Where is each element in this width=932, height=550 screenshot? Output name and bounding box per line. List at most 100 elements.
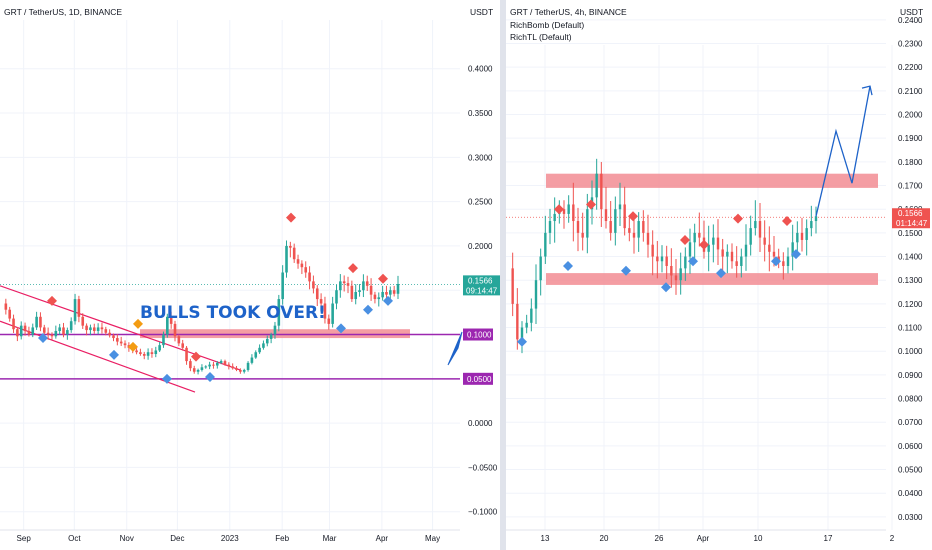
candle-body	[73, 299, 77, 322]
4h-chart-title: GRT / TetherUS, 4h, BINANCE	[510, 7, 627, 17]
y-tick-label: 0.2000	[898, 111, 923, 120]
candle-body	[339, 281, 342, 291]
candle-body	[277, 299, 281, 326]
buy-signal-diamond	[661, 282, 671, 293]
candle-body	[684, 256, 687, 269]
y-tick-label: 0.1000	[898, 347, 923, 356]
candle-body	[772, 251, 776, 257]
candle-body	[262, 343, 265, 348]
candle-body	[609, 221, 612, 233]
x-tick-label: 26	[655, 534, 664, 543]
x-tick-label: 13	[541, 534, 550, 543]
x-tick-label: Apr	[376, 534, 389, 543]
candle-body	[192, 368, 196, 372]
candle-body	[392, 290, 396, 294]
buy-signal-diamond	[162, 373, 172, 384]
candle-body	[292, 247, 296, 260]
x-tick-label: 2	[890, 534, 895, 543]
x-tick-label: Dec	[170, 534, 184, 543]
daily-chart-panel[interactable]: GRT / TetherUS, 1D, BINANCE USDT −0.1000…	[0, 0, 500, 550]
candle-body	[651, 244, 654, 257]
candle-body	[150, 352, 154, 355]
sell-signal-diamond	[733, 213, 743, 224]
candle-body	[679, 268, 682, 281]
candle-body	[600, 173, 603, 210]
candle-body	[312, 281, 315, 289]
bulls-took-over-annotation: BULLS TOOK OVER!	[140, 303, 326, 323]
candle-body	[544, 232, 547, 257]
candle-body	[8, 309, 11, 319]
y-tick-label: 0.0300	[898, 513, 923, 522]
candle-body	[362, 281, 365, 291]
candle-body	[258, 347, 261, 353]
candle-body	[707, 244, 710, 252]
x-tick-label: Nov	[120, 534, 134, 543]
candle-body	[712, 237, 715, 245]
y-tick-label: 0.0800	[898, 395, 923, 404]
candle-body	[12, 318, 15, 330]
candle-body	[381, 291, 384, 298]
candle-body	[239, 369, 242, 372]
sell-signal-diamond	[378, 273, 388, 284]
level-tag	[463, 328, 493, 341]
4h-candlestick-chart[interactable]: 0.0300 0.0400 0.0500 0.0600 0.0700 0.0800 0.09…	[506, 0, 932, 550]
candle-body	[688, 242, 692, 257]
candle-body	[763, 237, 766, 245]
candle-body	[89, 327, 92, 331]
candle-body	[254, 352, 258, 358]
4h-chart-panel[interactable]: GRT / TetherUS, 4h, BINANCE RichBomb (De…	[506, 0, 932, 550]
candle-body	[185, 347, 188, 362]
candle-body	[796, 232, 799, 243]
candle-body	[358, 290, 361, 292]
candle-body	[754, 221, 757, 229]
candle-body	[548, 221, 552, 233]
candle-body	[296, 259, 300, 264]
candle-body	[373, 294, 377, 300]
resistance-zone	[546, 173, 878, 188]
candle-body	[782, 261, 785, 266]
candle-body	[42, 327, 46, 333]
candle-body	[23, 325, 27, 331]
candle-body	[805, 228, 808, 240]
candle-body	[735, 261, 738, 266]
annotation-arrow	[447, 331, 463, 366]
candle-body	[323, 303, 327, 319]
x-tick-label: 10	[754, 534, 763, 543]
current-price-tag	[463, 275, 500, 296]
y-tick-label: 0.1200	[898, 300, 923, 309]
daily-candlestick-chart[interactable]: −0.1000−0.05000.00000.05000.10000.15000.…	[0, 0, 500, 550]
price-countdown: 01:14:47	[896, 219, 928, 228]
candle-body	[623, 204, 626, 229]
y-tick-label: 0.3500	[468, 109, 493, 118]
projection-path	[815, 85, 871, 217]
y-tick-label: 0.1700	[898, 182, 923, 191]
candle-body	[520, 327, 524, 340]
x-tick-label: Oct	[68, 534, 81, 543]
candle-body	[208, 364, 211, 367]
candle-body	[614, 209, 617, 233]
candle-body	[632, 232, 636, 238]
sell-signal-diamond	[554, 204, 564, 215]
y-tick-label: 0.1500	[898, 229, 923, 238]
candle-body	[698, 232, 701, 238]
candle-body	[189, 361, 192, 369]
4h-currency-label: USDT	[900, 7, 924, 17]
candle-body	[16, 329, 19, 337]
indicator-richtl[interactable]: RichTL (Default)	[510, 32, 572, 42]
x-tick-label: 2023	[221, 534, 239, 543]
candle-body	[350, 285, 354, 300]
candle-body	[810, 221, 813, 229]
x-tick-label: 20	[600, 534, 609, 543]
candle-body	[656, 256, 659, 262]
sell-signal-diamond	[586, 199, 596, 210]
candle-body	[139, 352, 142, 355]
candle-body	[96, 327, 100, 331]
indicator-richbomb[interactable]: RichBomb (Default)	[510, 20, 585, 30]
panel-divider[interactable]	[500, 0, 506, 550]
candle-body	[618, 204, 622, 210]
y-tick-label: 0.3000	[468, 153, 493, 162]
buy-signal-diamond	[336, 323, 346, 334]
x-tick-label: Apr	[697, 534, 710, 543]
y-tick-label: 0.0500	[898, 466, 923, 475]
candle-body	[396, 284, 400, 294]
